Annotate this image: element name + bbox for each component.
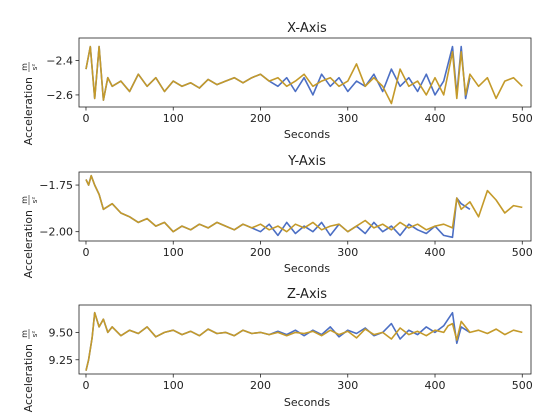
plot-area: 0 100 200 300 400 500 −2.4 −2.6 — [46, 37, 533, 125]
x-tick-label: 400 — [425, 112, 446, 125]
x-tick-label: 100 — [163, 246, 184, 259]
y-tick-label: 9.50 — [49, 326, 74, 339]
y-tick-label: −1.75 — [39, 179, 73, 192]
y-axis-label: Acceleration m s² — [20, 62, 39, 145]
x-tick-label: 300 — [337, 112, 358, 125]
chart-title: X-Axis — [287, 21, 327, 36]
x-tick-label: 200 — [250, 112, 271, 125]
y-axis-unit-den: s² — [31, 197, 39, 204]
series-line-1 — [85, 45, 471, 101]
y-tick-label: −2.00 — [39, 226, 73, 239]
plot-frame — [78, 304, 532, 375]
x-axis-label: Seconds — [284, 128, 330, 141]
x-tick-label: 400 — [425, 379, 446, 392]
x-tick-label: 500 — [512, 246, 533, 259]
x-tick-label: 100 — [163, 379, 184, 392]
y-axis-unit-den: s² — [31, 64, 39, 71]
series-line-2 — [85, 311, 523, 371]
y-axis-panel: Y-Axis 0 100 200 300 400 500 −1.75 −2.00 Second… — [20, 154, 533, 278]
x-tick-label: 300 — [337, 379, 358, 392]
y-axis-label-text: Acceleration — [22, 210, 35, 278]
x-tick-label: 100 — [163, 112, 184, 125]
y-tick-label: 9.25 — [49, 354, 74, 367]
series-line-2 — [85, 45, 523, 105]
x-tick-label: 0 — [82, 379, 89, 392]
y-tick-label: −2.6 — [46, 89, 73, 102]
plot-area: 0 100 200 300 400 500 −1.75 −2.00 — [39, 171, 533, 259]
series-line-2 — [85, 174, 523, 233]
y-axis-unit-num: m — [20, 330, 29, 338]
x-axis-label: Seconds — [284, 396, 330, 409]
y-axis-unit-num: m — [20, 63, 29, 71]
x-axis-label: Seconds — [284, 262, 330, 275]
x-tick-label: 0 — [82, 112, 89, 125]
series-line-1 — [85, 311, 471, 371]
y-tick-label: −2.4 — [46, 54, 73, 67]
y-axis-label-text: Acceleration — [22, 77, 35, 145]
x-tick-label: 400 — [425, 246, 446, 259]
x-tick-label: 200 — [250, 246, 271, 259]
series-line-1 — [85, 174, 471, 239]
y-axis-unit-num: m — [20, 196, 29, 204]
plot-frame — [78, 37, 532, 108]
y-axis-unit-den: s² — [31, 331, 39, 338]
x-tick-label: 0 — [82, 246, 89, 259]
chart-title: Y-Axis — [287, 154, 326, 169]
y-axis-label: Acceleration m s² — [20, 329, 39, 412]
x-tick-label: 500 — [512, 379, 533, 392]
y-axis-label: Acceleration m s² — [20, 195, 39, 278]
x-tick-label: 300 — [337, 246, 358, 259]
plot-frame — [78, 171, 532, 242]
y-axis-label-text: Acceleration — [22, 344, 35, 412]
x-axis-panel: X-Axis 0 100 200 300 400 500−2.4−2.6 Seconds … — [20, 21, 533, 145]
x-tick-label: 500 — [512, 112, 533, 125]
chart-title: Z-Axis — [287, 287, 327, 302]
x-tick-label: 200 — [250, 379, 271, 392]
plot-area: 0 100 200 300 400 500 9.50 9.25 — [49, 304, 533, 392]
